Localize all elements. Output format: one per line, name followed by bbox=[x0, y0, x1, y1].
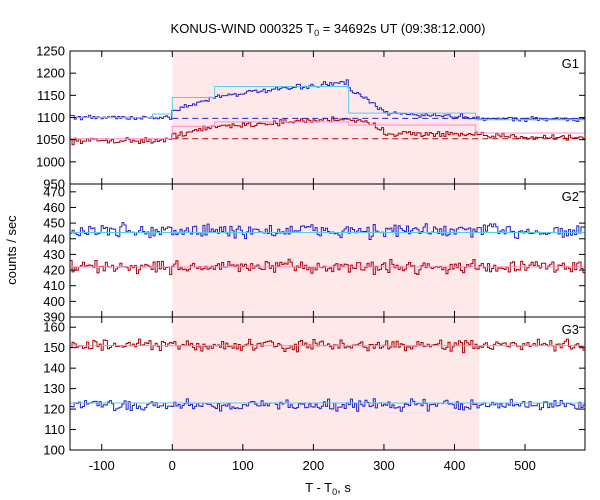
lightcurve-red bbox=[70, 258, 585, 276]
y-tick-label: 1050 bbox=[36, 132, 65, 147]
panel-name: G1 bbox=[562, 56, 579, 71]
fit-line-cyan bbox=[70, 85, 585, 121]
y-tick-label: 420 bbox=[43, 263, 65, 278]
x-axis-label: T - T0, s bbox=[305, 480, 351, 497]
y-tick-label: 120 bbox=[43, 402, 65, 417]
y-tick-label: 1250 bbox=[36, 44, 65, 59]
y-tick-label: 460 bbox=[43, 200, 65, 215]
panel-g3: 100 110 120 130 140 150 160 G3 bbox=[43, 316, 586, 458]
y-tick-label: 150 bbox=[43, 340, 65, 355]
x-tick-label: 400 bbox=[444, 458, 466, 473]
y-tick-label: 390 bbox=[43, 310, 65, 325]
y-tick-label: 1150 bbox=[37, 88, 65, 103]
y-axis-label: counts / sec bbox=[4, 215, 19, 285]
panel-frame bbox=[69, 316, 586, 451]
x-tick-label: 300 bbox=[373, 458, 395, 473]
fit-line-pink bbox=[70, 121, 585, 140]
lightcurve-red bbox=[70, 338, 585, 354]
y-tick-label: 130 bbox=[43, 381, 65, 396]
x-tick-label: 500 bbox=[514, 458, 536, 473]
x-tick-label: 0 bbox=[169, 458, 176, 473]
y-tick-label: 400 bbox=[43, 294, 65, 309]
lightcurve-blue bbox=[70, 79, 585, 123]
y-tick-label: 470 bbox=[43, 184, 65, 199]
y-tick-label: 410 bbox=[43, 278, 65, 293]
panel-name: G2 bbox=[562, 189, 579, 204]
x-tick-label: 200 bbox=[303, 458, 325, 473]
x-tick-label: 100 bbox=[232, 458, 254, 473]
y-tick-label: 1100 bbox=[37, 110, 65, 125]
y-tick-label: 950 bbox=[43, 177, 65, 192]
panel-name: G3 bbox=[562, 322, 579, 337]
y-tick-label: 1200 bbox=[36, 66, 65, 81]
y-tick-label: 110 bbox=[44, 422, 65, 437]
panel-g1: 950 1000 1050 1100 1150 1200 1250 G1 bbox=[36, 44, 586, 192]
y-tick-label: 440 bbox=[43, 231, 65, 246]
y-tick-label: 140 bbox=[43, 361, 65, 376]
highlight-region bbox=[172, 51, 480, 450]
y-tick-label: 1000 bbox=[36, 154, 65, 169]
lightcurve-blue bbox=[70, 222, 585, 241]
x-tick-label: -100 bbox=[89, 458, 115, 473]
chart-title: KONUS-WIND 000325 T0 = 34692s UT (09:38:… bbox=[171, 21, 486, 38]
y-tick-label: 430 bbox=[43, 247, 65, 262]
plot-area: 950100010501100115012001250G139040041042… bbox=[36, 44, 586, 473]
y-tick-label: 450 bbox=[43, 216, 65, 231]
y-tick-label: 160 bbox=[43, 320, 65, 335]
y-tick-label: 100 bbox=[43, 443, 65, 458]
